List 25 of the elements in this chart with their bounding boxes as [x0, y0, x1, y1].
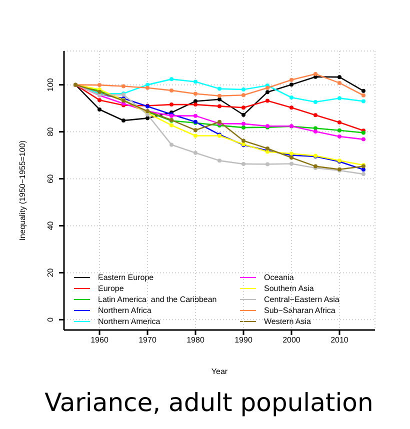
legend-label: Southern Asia	[264, 283, 314, 294]
y-axis-title: Inequality (1950−1955=100)	[18, 140, 27, 241]
x-tick-label: 1990	[234, 336, 253, 345]
legend-label: Europe	[98, 283, 124, 294]
x-tick-label: 2010	[330, 336, 349, 345]
legend-label: Northern Africa	[98, 305, 152, 316]
x-tick-label: 2000	[282, 336, 301, 345]
x-tick-label: 1980	[186, 336, 205, 345]
text: Variance, adult population	[44, 388, 374, 417]
x-tick-label: 1960	[90, 336, 109, 345]
y-tick-label: 0	[46, 316, 55, 322]
y-tick-label: 60	[46, 174, 55, 184]
legend-label: Sub−Saharan Africa	[264, 305, 336, 316]
x-tick-label: 1970	[138, 336, 157, 345]
legend-label: Western Asia	[264, 316, 311, 327]
legend-label: Central−Eastern Asia	[264, 294, 340, 305]
y-tick-label: 100	[46, 78, 55, 92]
y-tick-label: 40	[46, 220, 55, 230]
legend-label: Oceania	[264, 272, 294, 283]
legend-label: Eastern Europe	[98, 272, 154, 283]
y-tick-label: 20	[46, 268, 55, 278]
y-tick-label: 80	[46, 126, 55, 136]
legend-label: Northern America	[98, 316, 160, 327]
x-axis-title: Year	[211, 367, 228, 376]
legend-label: Latin America and the Caribbean	[98, 294, 217, 305]
